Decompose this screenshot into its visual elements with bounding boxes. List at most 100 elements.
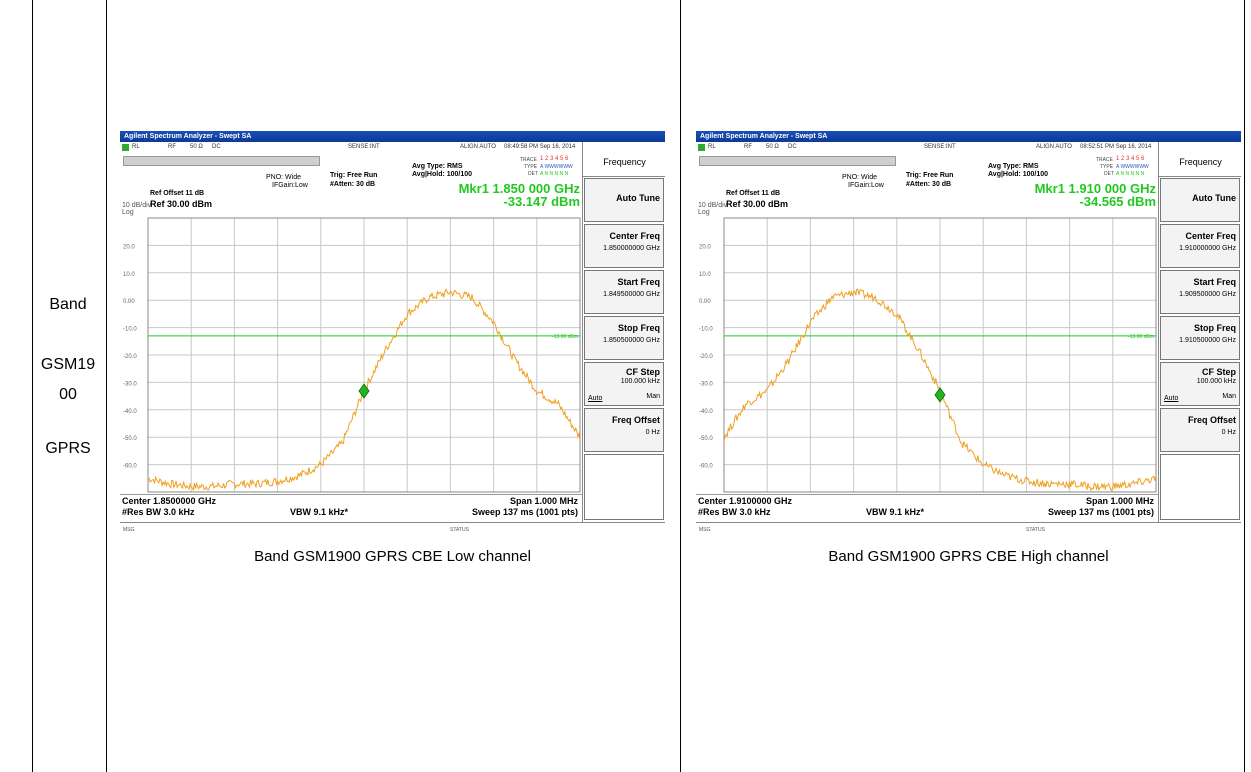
row-label-band: Band [49,296,87,313]
window-title: Agilent Spectrum Analyzer - Swept SA [120,131,665,142]
marker-1-diamond [358,383,370,399]
cf-step-auto: Auto [588,395,603,402]
menu-title: Frequency [583,148,665,177]
center-freq-label: Center Freq [1185,231,1236,241]
spectrum-analyzer-screenshot-high: Agilent Spectrum Analyzer - Swept SA RL … [696,131,1241,536]
center-freq-button[interactable]: Center Freq 1.910000000 GHz [1160,224,1240,268]
freq-offset-button[interactable]: Freq Offset 0 Hz [1160,408,1240,452]
cf-step-man: Man [646,393,660,400]
y-tick-label: -50.0 [123,436,137,442]
status-align: ALIGN AUTO [460,144,496,150]
auto-tune-label: Auto Tune [616,193,660,203]
message-bar: MSG STATUS [696,522,1241,536]
status-rf: RF [744,144,752,150]
scale-per-div: 10 dB/div [698,202,728,209]
atten-setting: #Atten: 30 dB [906,181,952,188]
row-label-00: 00 [59,386,77,403]
start-freq-value: 1.909500000 GHz [1179,291,1236,298]
y-tick-label: -50.0 [699,436,713,442]
status-sense: SENSE:INT [348,144,380,150]
stop-freq-label: Stop Freq [618,323,660,333]
y-tick-label: 20.0 [123,244,135,250]
cf-step-value: 100.000 kHz [620,378,660,385]
y-tick-label: 10.0 [123,272,135,278]
freq-offset-label: Freq Offset [1187,415,1236,425]
y-tick-label: -30.0 [699,381,713,387]
info-bar [699,156,896,166]
spectrum-analyzer-screenshot-low: Agilent Spectrum Analyzer - Swept SA RL … [120,131,665,536]
trace-label: TRACE [520,157,537,163]
limit-line-label: -13.00 dBm [552,334,578,340]
y-tick-label: -20.0 [699,354,713,360]
cf-step-button[interactable]: CF Step 100.000 kHz Auto Man [584,362,664,406]
y-tick-label: -40.0 [699,409,713,415]
center-frequency: Center 1.9100000 GHz [698,496,793,506]
table-border-left [32,0,33,772]
menu-blank-key[interactable] [1160,454,1240,520]
y-tick-label: 20.0 [699,244,711,250]
menu-title: Frequency [1159,148,1241,177]
spectrum-chart: 20.0 10.0 0.00 -10.0 -20.0 -30.0 -40.0 -50.0 -60… [699,217,1157,493]
auto-tune-label: Auto Tune [1192,193,1236,203]
timestamp: 08:52:51 PM Sep 16, 2014 [1080,144,1152,150]
menu-blank-key[interactable] [584,454,664,520]
freq-offset-value: 0 Hz [645,429,660,436]
measurement-header: PNO: Wide IFGain:Low Trig: Free Run #Att… [120,154,582,216]
freq-offset-value: 0 Hz [1221,429,1236,436]
measurement-header: PNO: Wide IFGain:Low Trig: Free Run #Att… [696,154,1158,216]
cf-step-button[interactable]: CF Step 100.000 kHz Auto Man [1160,362,1240,406]
caption-high-channel: Band GSM1900 GPRS CBE High channel [828,548,1109,565]
sweep-time: Sweep 137 ms (1001 pts) [471,507,578,517]
marker-level: -34.565 dBm [1079,194,1156,209]
stop-freq-button[interactable]: Stop Freq 1.850500000 GHz [584,316,664,360]
freq-offset-label: Freq Offset [611,415,660,425]
det-label: DET [528,171,538,177]
ref-level: Ref 30.00 dBm [150,199,213,209]
marker-frequency: Mkr1 1.850 000 GHz [458,181,580,196]
avg-hold: Avg|Hold: 100/100 [412,171,473,178]
info-bar [123,156,320,166]
resolution-bandwidth: #Res BW 3.0 kHz [122,507,195,517]
rl-indicator-icon [698,144,705,151]
freq-offset-button[interactable]: Freq Offset 0 Hz [584,408,664,452]
avg-type: Avg Type: RMS [988,163,1039,170]
auto-tune-button[interactable]: Auto Tune [584,178,664,222]
stop-freq-button[interactable]: Stop Freq 1.910500000 GHz [1160,316,1240,360]
cf-step-label: CF Step [1201,367,1236,377]
avg-type: Avg Type: RMS [412,163,463,170]
det-value: A N N N N N [1116,171,1145,177]
type-value: A WWWWWW [540,164,573,170]
trigger-setting: Trig: Free Run [906,172,954,179]
pno-setting: PNO: Wide [266,174,302,181]
y-tick-label: -40.0 [123,409,137,415]
plot-footer: Center 1.9100000 GHz #Res BW 3.0 kHz VBW… [696,494,1158,523]
type-label: TYPE [1100,164,1114,170]
log-scale: Log [122,209,134,216]
status-ohm: 50 Ω [766,144,779,150]
msg-label: MSG [699,527,711,533]
trace-label: TRACE [1096,157,1113,163]
ref-offset: Ref Offset 11 dB [726,190,781,197]
frequency-softkey-menu: Frequency Auto Tune Center Freq 1.910000… [1158,142,1241,522]
type-label: TYPE [524,164,538,170]
center-freq-button[interactable]: Center Freq 1.850000000 GHz [584,224,664,268]
plot-frame [723,217,1157,493]
marker-level: -33.147 dBm [503,194,580,209]
auto-tune-button[interactable]: Auto Tune [1160,178,1240,222]
ifgain-setting: IFGain:Low [272,182,308,189]
cf-step-value: 100.000 kHz [1196,378,1236,385]
type-value: A WWWWWW [1116,164,1149,170]
caption-low-channel: Band GSM1900 GPRS CBE Low channel [254,548,531,565]
avg-hold: Avg|Hold: 100/100 [988,171,1049,178]
ref-level: Ref 30.00 dBm [726,199,789,209]
start-freq-button[interactable]: Start Freq 1.849500000 GHz [584,270,664,314]
start-freq-button[interactable]: Start Freq 1.909500000 GHz [1160,270,1240,314]
row-label-gsm: GSM19 [40,356,96,373]
status-label: STATUS [450,527,469,533]
row-label-gprs: GPRS [45,440,91,457]
cf-step-man: Man [1222,393,1236,400]
start-freq-value: 1.849500000 GHz [603,291,660,298]
spectrum-plot: 20.0 10.0 0.00 -10.0 -20.0 -30.0 -40.0 -50.0 -60… [696,216,1158,494]
marker-1-diamond [934,387,946,403]
timestamp: 08:49:58 PM Sep 16, 2014 [504,144,576,150]
